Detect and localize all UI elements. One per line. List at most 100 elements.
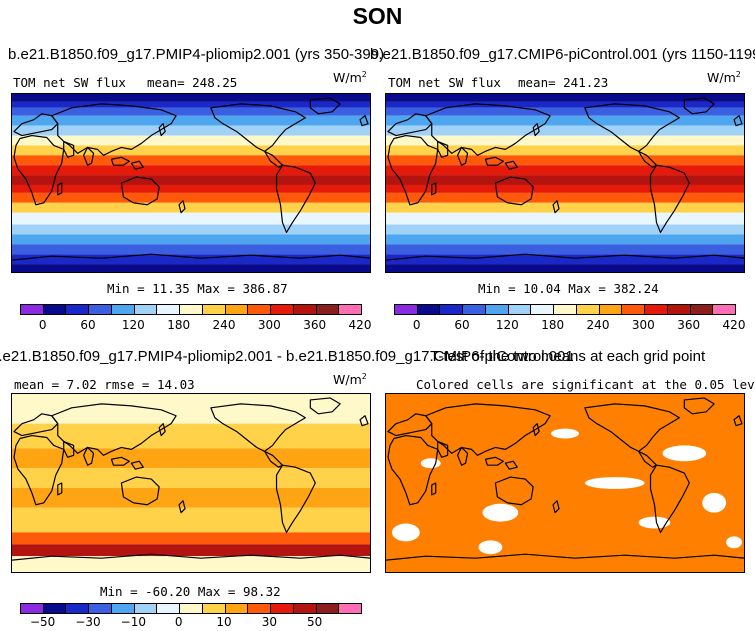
colorbar-cell [66,305,90,314]
colorbar-top-left [20,304,362,315]
map-top-left [11,93,371,273]
colorbar-tick-label: −10 [120,615,146,629]
field-band [12,532,370,545]
colorbar-cell [180,305,203,314]
colorbar-cell [316,604,340,613]
colorbar-cell [157,305,181,314]
field-band [12,115,370,126]
colorbar-cell [89,305,112,314]
colorbar-tick-label: 420 [348,318,372,332]
colorbar-cell [248,305,272,314]
colorbar-cell [43,305,67,314]
colorbar-cell [339,305,362,314]
panel-title-top-left: b.e21.B1850.f09_g17.PMIP4-pliomip2.001 (… [8,46,385,63]
colorbar-cell [463,305,486,314]
field-band [12,192,370,203]
variable-label-top-right: TOM net SW flux [388,75,501,90]
field-band [12,544,370,557]
panel-title-top-right: b.e21.B1850.f09_g17.CMIP6-piControl.001 … [370,46,755,63]
field-band [386,94,744,102]
map-svg-bottom-right [386,394,744,572]
colorbar-cell [690,305,714,314]
colorbar-tick-label: 240 [586,318,610,332]
field-band [12,155,370,166]
field-band [12,394,370,424]
colorbar-cell [508,305,532,314]
colorbar-cell [599,305,623,314]
minmax-top-left: Min = 11.35 Max = 386.87 [107,281,288,296]
map-svg-top-left [12,94,370,272]
field-band [12,254,370,265]
colorbar-cell [157,604,181,613]
colorbar-tick-label: 240 [212,318,236,332]
field-band [12,468,370,488]
field-band [12,107,370,116]
colorbar-cell [713,305,736,314]
colorbar-tick-label: 180 [541,318,565,332]
map-svg-top-right [386,94,744,272]
colorbar-cell [66,604,90,613]
colorbar-tick-label: 360 [303,318,327,332]
variable-label-top-left: TOM net SW flux [13,75,126,90]
colorbar-cell [576,305,600,314]
field-band [12,244,370,255]
map-bottom-right [385,393,745,573]
colorbar-tick-label: 0 [38,318,47,332]
colorbar-cell [134,604,158,613]
colorbar-cell [248,604,272,613]
figure-title: SON [352,3,403,29]
significant-field [386,394,744,572]
field-band [12,423,370,449]
colorbar-tick-label: 360 [677,318,701,332]
colorbar-tick-label: 120 [121,318,145,332]
colorbar-cell [531,305,555,314]
units-label-bottom-left: W/m2 [333,372,367,388]
field-band [12,507,370,533]
map-svg-bottom-left [12,394,370,572]
units-label-top-left: W/m2 [333,70,367,86]
colorbar-tick-label: 0 [412,318,421,332]
stats-label-bottom-left: mean = 7.02 rmse = 14.03 [14,377,195,392]
field-band [12,556,370,572]
field-band [12,101,370,108]
colorbar-cell [21,604,44,613]
field-band [386,264,744,272]
colorbar-cell [667,305,691,314]
units-label-top-right: W/m2 [707,70,741,86]
field-band [12,487,370,508]
field-band [386,234,744,245]
field-band [12,202,370,213]
field-band [12,94,370,102]
colorbar-cell [645,305,668,314]
colorbar-tick-label: 180 [167,318,191,332]
field-band [12,175,370,185]
field-band [12,125,370,136]
map-top-right [385,93,745,273]
colorbar-tick-label: −30 [75,615,101,629]
colorbar-cell [293,604,317,613]
colorbar-bottom-left [20,603,362,614]
colorbar-tick-label: 10 [216,615,232,629]
colorbar-cell [622,305,646,314]
minmax-bottom-left: Min = -60.20 Max = 98.32 [100,584,281,599]
field-band [12,135,370,146]
colorbar-cell [225,604,249,613]
field-band [386,145,744,156]
field-band [12,165,370,176]
field-band [12,224,370,235]
insignificant-regions [391,428,743,555]
field-band [386,184,744,193]
colorbar-tick-label: 50 [307,615,323,629]
colorbar-cell [339,604,362,613]
field-band [386,155,744,166]
colorbar-tick-label: 120 [495,318,519,332]
field-band [386,165,744,176]
field-band [12,264,370,272]
colorbar-cell [202,305,226,314]
colorbar-cell [271,604,294,613]
minmax-top-right: Min = 10.04 Max = 382.24 [478,281,659,296]
mean-label-top-right: mean= 241.23 [518,75,609,90]
colorbar-cell [554,305,577,314]
field-band [386,125,744,136]
field-band [12,212,370,225]
